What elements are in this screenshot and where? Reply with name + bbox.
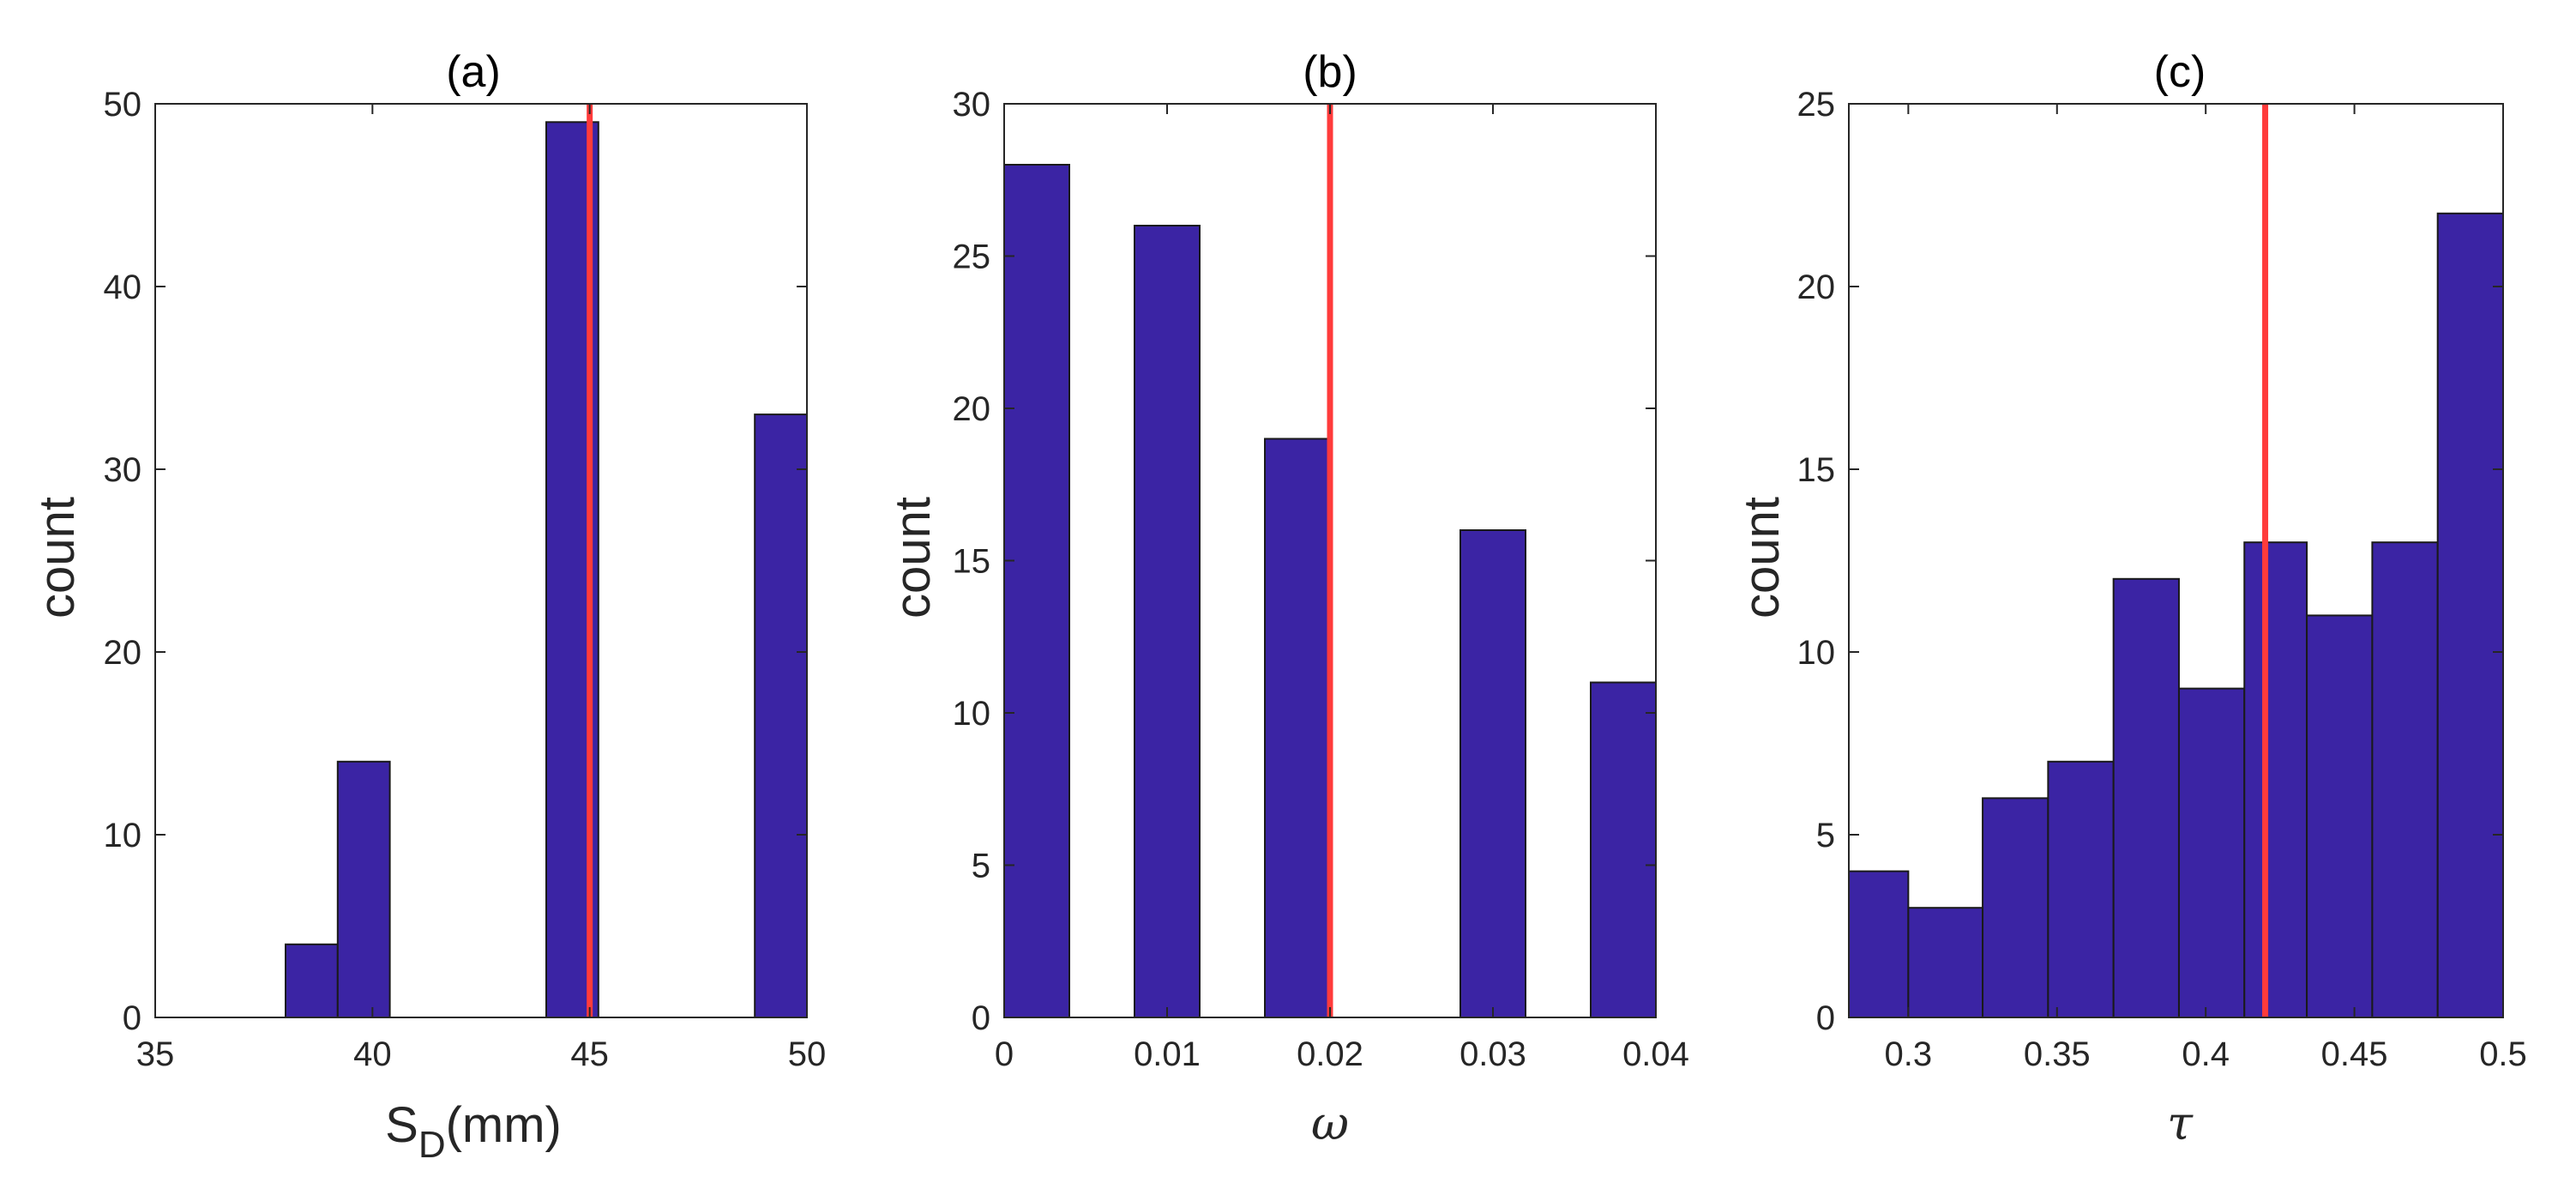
panel-b-bar-2 bbox=[1134, 225, 1201, 1018]
panel-a-x-tick-label: 40 bbox=[353, 1035, 392, 1073]
panel-a-y-tick-label: 20 bbox=[104, 634, 142, 672]
panel-b-bars bbox=[1003, 164, 1657, 1018]
panel-a-y-axis-label: count bbox=[29, 497, 85, 619]
panel-c-x-tick-label: 0.35 bbox=[2024, 1035, 2091, 1073]
panel-c-bar-2 bbox=[1907, 907, 1984, 1018]
panel-c-y-tick-label: 25 bbox=[1797, 86, 1836, 124]
panel-a-x-axis-label-symbol: S bbox=[385, 1097, 418, 1153]
panel-c-y-tick-label: 5 bbox=[1816, 817, 1835, 854]
panel-c-x-tick-label: 0.3 bbox=[1885, 1035, 1933, 1073]
panel-c-axes-box bbox=[1848, 103, 2504, 1018]
panel-a-x-tick-label: 35 bbox=[136, 1035, 175, 1073]
panel-c-x-tick-label: 0.45 bbox=[2321, 1035, 2388, 1073]
panel-c-y-tick-label: 10 bbox=[1797, 634, 1836, 672]
panel-b-ticks: 0 0.01 0.02 0.03 0.04 0 5 10 15 20 25 30 bbox=[953, 86, 1689, 1073]
panel-c-bar-10 bbox=[2436, 212, 2504, 1019]
panel-a-bar-4 bbox=[754, 413, 809, 1019]
panel-b-y-tick-label: 5 bbox=[972, 848, 990, 885]
panel-c-bar-1 bbox=[1848, 870, 1910, 1018]
panel-c-x-tick-label: 0.4 bbox=[2182, 1035, 2230, 1073]
panel-a-bar-1 bbox=[285, 943, 339, 1019]
panel-b-x-tick-label: 0.04 bbox=[1622, 1035, 1689, 1073]
panel-b-y-tick-label: 20 bbox=[953, 390, 991, 428]
panel-a-bars bbox=[285, 121, 809, 1019]
panel-b-y-tick-label: 15 bbox=[953, 543, 991, 581]
panel-c-title: (c) bbox=[2154, 47, 2206, 97]
panel-c-bar-4 bbox=[2047, 760, 2115, 1018]
panel-b-x-tick-label: 0 bbox=[995, 1035, 1014, 1073]
panel-a-title: (a) bbox=[446, 47, 501, 97]
panel-c-y-axis-label: count bbox=[1734, 497, 1790, 619]
panel-b-y-axis-label: count bbox=[885, 497, 941, 619]
panel-c-ticks: 0.3 0.35 0.4 0.45 0.5 0 5 10 15 20 25 bbox=[1797, 86, 2527, 1073]
panel-a-x-axis-label-unit: (mm) bbox=[446, 1097, 562, 1153]
panel-b-y-tick-label: 30 bbox=[953, 86, 991, 124]
panel-c-y-tick-label: 20 bbox=[1797, 269, 1836, 306]
panel-b-x-axis-label: ω bbox=[1311, 1096, 1349, 1150]
panel-b-bar-3 bbox=[1264, 438, 1331, 1018]
panel-a-axes-box bbox=[154, 103, 808, 1018]
panel-b-bar-1 bbox=[1003, 164, 1070, 1018]
panel-a-y-tick-label: 40 bbox=[104, 269, 142, 306]
panel-c-bar-6 bbox=[2177, 687, 2246, 1018]
panel-c-bar-5 bbox=[2112, 577, 2180, 1018]
panel-a-y-tick-label: 50 bbox=[104, 86, 142, 124]
panel-c-x-tick-label: 0.5 bbox=[2479, 1035, 2527, 1073]
panel-b-y-tick-label: 0 bbox=[972, 999, 990, 1037]
panel-b-x-tick-label: 0.01 bbox=[1134, 1035, 1201, 1073]
panel-b-x-tick-label: 0.03 bbox=[1460, 1035, 1526, 1073]
panel-c-bar-9 bbox=[2371, 541, 2439, 1018]
panel-b-y-tick-label: 10 bbox=[953, 695, 991, 733]
panel-c: (c) 0.3 0.35 0.4 0.45 0.5 0 5 10 15 20 25 count τ bbox=[1734, 47, 2527, 1150]
panel-a-x-axis-label: SD(mm) bbox=[385, 1097, 562, 1166]
panel-a-bar-2 bbox=[336, 760, 391, 1018]
panel-c-x-axis-label: τ bbox=[2167, 1096, 2194, 1150]
panel-b-x-tick-label: 0.02 bbox=[1297, 1035, 1363, 1073]
panel-b-bar-5 bbox=[1590, 681, 1657, 1018]
panel-c-bars bbox=[1848, 212, 2504, 1019]
panel-c-bar-3 bbox=[1982, 797, 2049, 1019]
panel-c-bar-8 bbox=[2306, 614, 2374, 1019]
panel-a-y-tick-label: 10 bbox=[104, 817, 142, 854]
panel-c-bar-7 bbox=[2243, 541, 2308, 1018]
panel-a-x-tick-label: 50 bbox=[788, 1035, 827, 1073]
panel-a: (a) 35 40 45 50 0 10 20 30 40 50 count SD(mm) bbox=[29, 47, 826, 1166]
panel-a-y-tick-label: 30 bbox=[104, 451, 142, 489]
panel-b-y-tick-label: 25 bbox=[953, 238, 991, 276]
panel-a-y-tick-label: 0 bbox=[123, 999, 141, 1037]
panel-a-ticks: 35 40 45 50 0 10 20 30 40 50 bbox=[104, 86, 827, 1073]
panel-b-bar-4 bbox=[1460, 529, 1526, 1018]
panel-c-y-tick-label: 0 bbox=[1816, 999, 1835, 1037]
panel-a-x-axis-label-subscript: D bbox=[418, 1124, 446, 1166]
panel-b-title: (b) bbox=[1303, 47, 1357, 97]
panel-c-y-tick-label: 15 bbox=[1797, 451, 1836, 489]
panel-a-x-tick-label: 45 bbox=[570, 1035, 609, 1073]
